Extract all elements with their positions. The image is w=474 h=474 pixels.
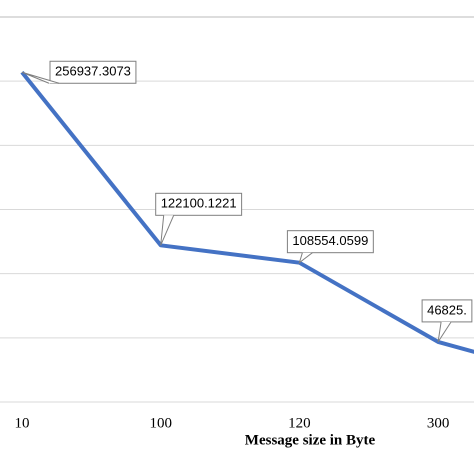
data-label: 108554.0599 [286, 230, 374, 265]
label-box [155, 192, 243, 216]
x-tick-label: 300 [427, 415, 450, 431]
data-label-text: 108554.0599 [292, 233, 368, 248]
data-label: 122100.1221 [155, 192, 243, 246]
data-line [20, 71, 474, 354]
label-box [286, 230, 374, 254]
x-tick-label: 120 [288, 415, 311, 431]
label-pointer [437, 321, 452, 343]
label-pointer [160, 215, 175, 246]
label-pointer [21, 71, 60, 84]
data-label: 256937.3073 [21, 60, 137, 84]
label-pointer [298, 252, 313, 265]
data-label-text: 122100.1221 [161, 196, 237, 211]
x-axis-label: Message size in Byte [245, 432, 376, 448]
data-label-text: 256937.3073 [55, 64, 131, 79]
x-tick-label: 100 [149, 415, 172, 431]
data-label-text: 46825. [427, 302, 467, 317]
x-tick-label: 10 [15, 415, 30, 431]
data-label: 46825. [421, 299, 473, 343]
label-box [49, 60, 137, 84]
